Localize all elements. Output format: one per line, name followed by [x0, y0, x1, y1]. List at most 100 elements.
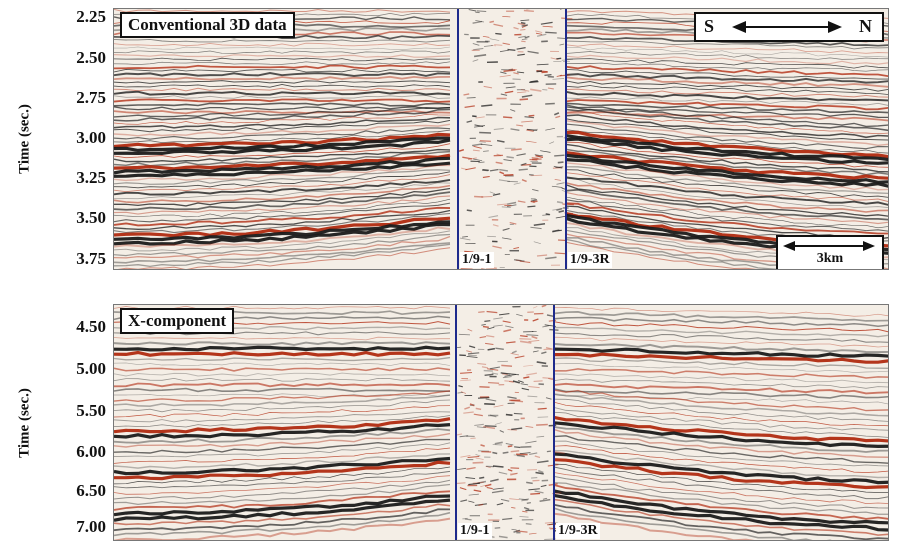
- chaotic-reflection: [480, 444, 485, 447]
- double-arrow-icon: [732, 21, 842, 33]
- chaotic-reflection: [503, 159, 512, 162]
- chaotic-reflection: [481, 268, 486, 269]
- chaotic-reflection: [519, 98, 529, 101]
- reflector: [565, 176, 888, 206]
- chaotic-reflection: [520, 19, 530, 22]
- reflector: [553, 482, 888, 515]
- chaotic-reflection: [460, 391, 467, 394]
- chaotic-reflection: [510, 109, 516, 112]
- chaotic-reflection: [461, 167, 468, 171]
- reflector: [114, 110, 451, 115]
- reflector: [565, 102, 888, 114]
- reflector: [114, 423, 451, 439]
- chaotic-reflection: [489, 191, 496, 195]
- reflector: [565, 68, 888, 80]
- chaotic-reflection: [528, 488, 540, 491]
- chaotic-reflection: [484, 373, 494, 376]
- seismic-section-bottom: [114, 305, 888, 540]
- chaotic-reflection: [545, 213, 550, 216]
- chaotic-reflection: [503, 116, 513, 119]
- chaotic-reflection: [498, 179, 510, 182]
- chaotic-reflection: [559, 43, 565, 46]
- reflector: [553, 363, 888, 373]
- chaotic-reflection: [556, 57, 562, 60]
- chaotic-reflection: [478, 161, 485, 164]
- chaotic-reflection: [552, 78, 565, 80]
- reflector: [565, 169, 888, 198]
- chaotic-reflection: [516, 313, 523, 317]
- reflector: [565, 162, 888, 191]
- reflector: [565, 137, 888, 165]
- chaotic-reflection: [486, 334, 495, 338]
- reflector: [114, 220, 451, 242]
- chaotic-reflection: [507, 48, 516, 51]
- chaotic-reflection: [531, 335, 538, 340]
- reflector: [553, 378, 888, 389]
- chaotic-reflection: [542, 497, 548, 500]
- reflector: [114, 153, 451, 171]
- reflector: [114, 106, 451, 111]
- chaotic-reflection: [520, 383, 529, 386]
- chaotic-reflection: [557, 161, 564, 164]
- reflector: [565, 96, 888, 106]
- chaotic-reflection: [526, 372, 538, 376]
- reflector: [114, 171, 451, 189]
- chaotic-reflection: [513, 259, 525, 262]
- reflector: [565, 123, 888, 150]
- chaotic-reflection: [468, 482, 481, 486]
- reflector: [553, 368, 888, 379]
- reflector: [565, 62, 888, 72]
- reflector: [114, 490, 451, 511]
- reflector: [565, 40, 888, 50]
- reflector: [114, 95, 451, 99]
- chaotic-reflection: [494, 422, 502, 425]
- chaotic-reflection: [507, 468, 513, 472]
- chaotic-reflection: [531, 157, 539, 160]
- chaotic-reflection: [511, 507, 516, 509]
- chaotic-reflection: [515, 259, 522, 262]
- chaotic-reflection: [529, 81, 539, 83]
- chaotic-reflection: [545, 397, 552, 400]
- reflector: [553, 498, 888, 536]
- reflector: [114, 475, 451, 495]
- chaotic-reflection: [521, 498, 529, 501]
- chaotic-reflection: [486, 310, 498, 314]
- chaotic-reflection: [457, 392, 463, 394]
- chaotic-reflection: [526, 128, 538, 131]
- reflector: [553, 336, 888, 348]
- reflector: [114, 222, 451, 246]
- chaotic-reflection: [556, 208, 563, 212]
- reflector: [114, 68, 451, 73]
- reflector: [114, 209, 451, 230]
- reflector: [114, 61, 451, 66]
- chaotic-reflection: [542, 325, 549, 328]
- reflector: [553, 316, 888, 327]
- chaotic-reflection: [497, 203, 508, 206]
- reflector: [114, 187, 451, 207]
- reflector: [114, 511, 451, 537]
- reflector: [565, 191, 888, 225]
- chaotic-reflection: [500, 498, 510, 502]
- reflector: [553, 458, 888, 490]
- chaotic-reflection: [528, 340, 540, 342]
- chaotic-reflection: [534, 346, 542, 349]
- chaotic-reflection: [462, 156, 473, 160]
- chaotic-reflection: [484, 320, 491, 322]
- chaotic-reflection: [511, 427, 523, 431]
- reflector: [553, 389, 888, 412]
- chaotic-reflection: [501, 364, 513, 367]
- chaotic-reflection: [463, 411, 474, 414]
- scale-bar-label: 3km: [816, 251, 844, 266]
- reflector: [565, 104, 888, 128]
- panel-title-top: Conventional 3D data: [120, 12, 295, 38]
- well-label-1-9-1: 1/9-1: [458, 523, 492, 539]
- tick-label: 3.75: [76, 249, 106, 268]
- chaotic-reflection: [540, 484, 547, 488]
- chaotic-reflection: [520, 335, 528, 338]
- chaotic-reflection: [478, 141, 486, 143]
- chaotic-reflection: [458, 385, 463, 388]
- chaotic-reflection: [521, 499, 529, 502]
- chaotic-reflection: [562, 203, 574, 206]
- reflector: [553, 382, 888, 395]
- reflector: [114, 345, 451, 352]
